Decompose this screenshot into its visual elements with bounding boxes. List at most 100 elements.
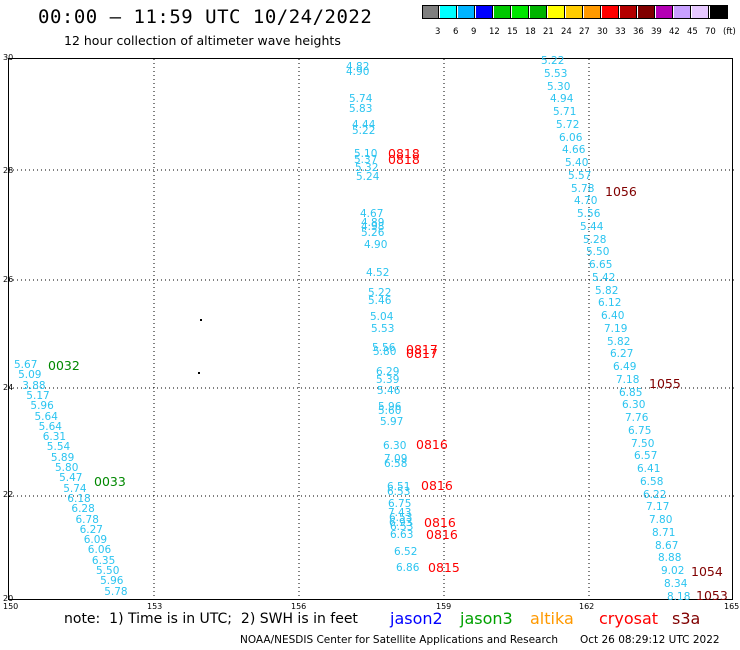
swh-label: 7.19: [604, 322, 628, 335]
legend-label: (ft): [723, 27, 736, 37]
swh-label: 6.58: [384, 458, 408, 470]
swh-label: 5.53: [544, 67, 568, 80]
swh-label: 5.74: [349, 93, 373, 105]
legend-label: 39: [651, 27, 662, 37]
legend-label: 24: [561, 27, 572, 37]
swh-label: 5.17: [26, 389, 50, 402]
swh-label: 5.96: [30, 400, 54, 413]
pass-time-label: 0818: [388, 152, 420, 167]
swh-label: 6.75: [388, 498, 412, 510]
legend-label: 3: [435, 27, 441, 37]
swh-label: 6.75: [628, 424, 652, 437]
swh-label: 6.06: [559, 131, 583, 144]
x-tick-label: 150: [3, 602, 19, 611]
swh-label: 8.71: [652, 526, 676, 539]
pass-time-label: 0817: [406, 346, 438, 361]
swh-label: 5.46: [368, 295, 392, 307]
swh-label: 5.04: [370, 311, 394, 323]
x-tick-label: 165: [724, 602, 740, 611]
swh-label: 5.97: [380, 416, 404, 428]
y-tick-label: 20: [3, 594, 14, 603]
swh-label: 5.22: [352, 125, 376, 137]
mission-jason2: jason2: [390, 609, 443, 628]
footer-credit: NOAA/NESDIS Center for Satellite Applica…: [240, 634, 558, 646]
pass-time-label: 0818: [388, 146, 420, 161]
swh-label: 7.43: [388, 507, 412, 519]
swh-label: 5.47: [59, 472, 83, 485]
swh-label: 6.28: [71, 503, 95, 516]
legend-label: 6: [453, 27, 459, 37]
swh-label: 6.06: [87, 544, 112, 557]
swh-label: 5.80: [373, 346, 397, 358]
pass-time-label: 0817: [406, 342, 438, 357]
legend-swatch: [476, 5, 493, 19]
swh-label: 5.10: [354, 148, 378, 160]
data-dot: [200, 319, 202, 321]
swh-label: 6.52: [394, 546, 418, 558]
pass-time-label: 0815: [428, 560, 460, 575]
legend-swatch: [530, 5, 547, 19]
mission-altika: altika: [530, 609, 574, 628]
swh-label: 8.18: [667, 590, 691, 603]
swh-label: 5.28: [583, 233, 607, 246]
swh-label: 4.70: [574, 195, 598, 208]
swh-label: 5.44: [580, 220, 604, 233]
swh-label: 6.30: [622, 399, 646, 412]
swh-label: 7.50: [631, 437, 655, 450]
swh-label: 4.94: [550, 93, 574, 106]
swh-label: 5.30: [547, 80, 571, 93]
legend-label: 21: [543, 27, 554, 37]
swh-label: 8.34: [664, 577, 688, 590]
pass-time-label: 1053: [696, 588, 728, 603]
swh-label: 6.27: [79, 523, 103, 536]
swh-label: 5.89: [50, 451, 75, 464]
pass-time-label: 0032: [48, 358, 80, 373]
mission-s3a: s3a: [672, 609, 701, 628]
legend-swatch: [656, 5, 673, 19]
swh-label: 5.64: [34, 410, 58, 423]
swh-label: 5.78: [571, 182, 595, 195]
pass-time-label: 0816: [421, 478, 453, 493]
swh-label: 5.96: [100, 575, 124, 588]
swh-label: 4.90: [346, 66, 370, 78]
swh-label: 6.29: [376, 366, 400, 378]
swh-label: 6.93: [389, 517, 413, 529]
swh-label: 5.82: [607, 335, 631, 348]
swh-label: 6.27: [610, 348, 634, 361]
x-tick-label: 162: [579, 602, 595, 611]
mission-jason3: jason3: [460, 609, 513, 628]
swh-label: 5.26: [361, 227, 385, 239]
swh-label: 5.80: [55, 462, 79, 474]
swh-label: 5.54: [46, 441, 71, 454]
y-tick-label: 30: [3, 53, 14, 62]
swh-label: 5.60: [378, 405, 402, 417]
legend-swatch: [620, 5, 637, 19]
x-tick-label: 156: [291, 602, 307, 611]
y-tick-label: 22: [3, 490, 14, 499]
swh-label: 5.82: [595, 284, 619, 297]
legend-label: 9: [471, 27, 477, 37]
legend-swatch: [674, 5, 691, 19]
swh-label: 6.22: [643, 488, 667, 501]
swh-label: 4.90: [364, 239, 388, 251]
swh-label: 5.22: [368, 287, 392, 299]
swh-label: 5.22: [541, 55, 565, 67]
legend-label: 15: [507, 27, 518, 37]
plot-area: [8, 58, 734, 601]
swh-label: 6.85: [619, 386, 643, 399]
legend-swatch: [494, 5, 511, 19]
swh-label: 7.09: [384, 453, 408, 465]
swh-label: 6.78: [75, 513, 99, 526]
pass-time-label: 1056: [605, 184, 637, 199]
legend-swatch: [710, 5, 727, 19]
legend-label: 42: [669, 27, 680, 37]
swh-label: 7.18: [616, 373, 640, 386]
swh-label: 6.51: [387, 481, 411, 493]
swh-label: 6.53: [389, 512, 413, 524]
legend-swatch: [422, 5, 439, 19]
swh-label: 6.57: [634, 450, 658, 463]
swh-label: 5.37: [354, 154, 378, 166]
swh-label: 4.89: [361, 217, 385, 229]
swh-label: 4.82: [346, 61, 370, 73]
swh-label: 4.66: [562, 144, 586, 157]
